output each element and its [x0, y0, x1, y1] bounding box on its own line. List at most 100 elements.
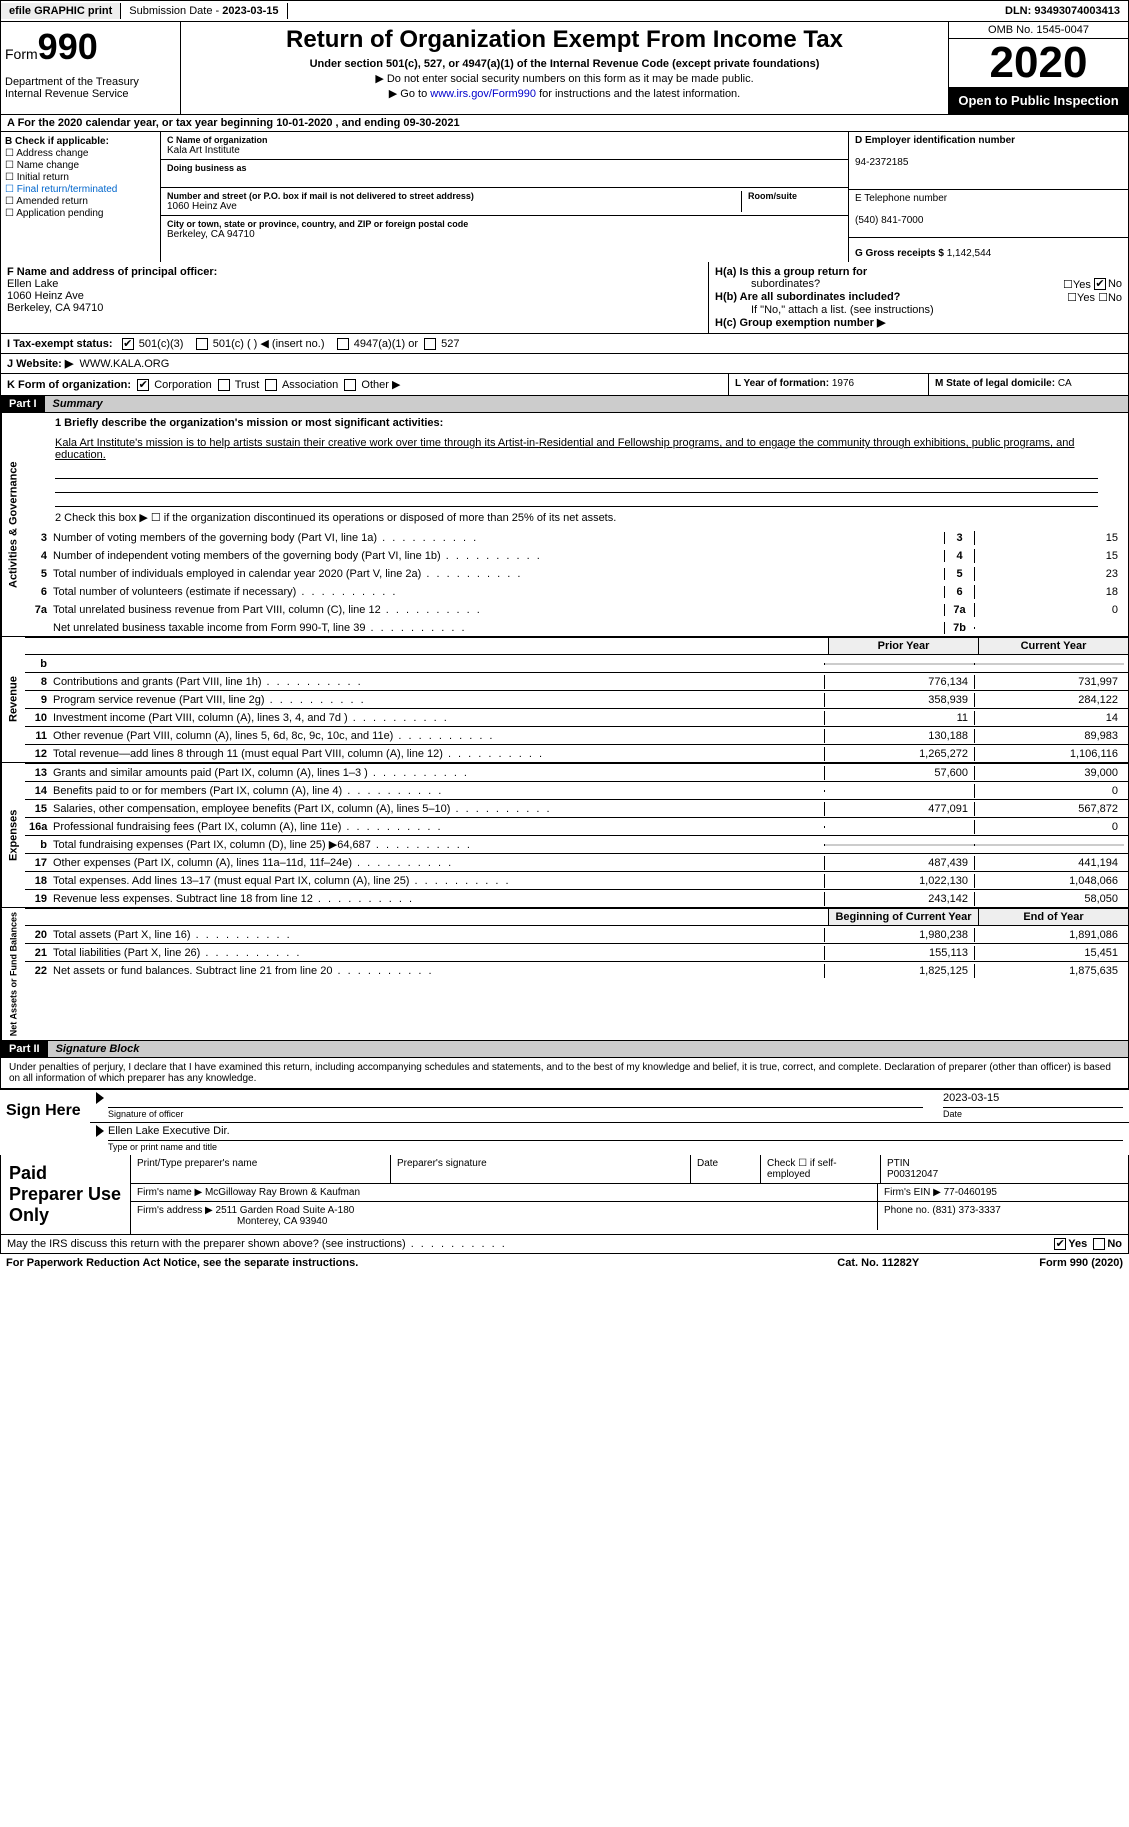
telephone-value: (540) 841-7000 — [855, 215, 923, 226]
paid-preparer-label: Paid Preparer Use Only — [1, 1155, 131, 1234]
chk-app-pending[interactable]: ☐ Application pending — [5, 208, 156, 219]
hb-yes[interactable]: ☐Yes — [1067, 291, 1095, 304]
discuss-row: May the IRS discuss this return with the… — [0, 1235, 1129, 1254]
firm-phone: (831) 373-3337 — [932, 1205, 1000, 1216]
officer-signature-line: Signature of officer 2023-03-15Date — [90, 1090, 1129, 1123]
chk-527[interactable] — [424, 338, 436, 350]
table-row: 15Salaries, other compensation, employee… — [25, 799, 1128, 817]
table-row: 20Total assets (Part X, line 16)1,980,23… — [25, 925, 1128, 943]
part2-label: Part II — [1, 1041, 48, 1057]
firm-addr2: Monterey, CA 93940 — [137, 1216, 327, 1227]
chk-trust[interactable] — [218, 379, 230, 391]
part1-title: Summary — [45, 396, 1128, 412]
irs-link[interactable]: www.irs.gov/Form990 — [430, 88, 536, 100]
chk-initial-return[interactable]: ☐ Initial return — [5, 172, 156, 183]
header-mid: Return of Organization Exempt From Incom… — [181, 22, 948, 114]
box-dba: Doing business as — [161, 160, 848, 188]
table-row: 3Number of voting members of the governi… — [25, 528, 1128, 546]
table-row: 12Total revenue—add lines 8 through 11 (… — [25, 744, 1128, 762]
dln: DLN: 93493074003413 — [997, 3, 1128, 19]
chk-other[interactable] — [344, 379, 356, 391]
ha-yes[interactable]: ☐Yes — [1063, 278, 1091, 291]
ha-no[interactable]: No — [1094, 278, 1122, 291]
part2-header-row: Part II Signature Block — [0, 1041, 1129, 1058]
discuss-yes[interactable] — [1054, 1238, 1066, 1250]
table-row: 16aProfessional fundraising fees (Part I… — [25, 817, 1128, 835]
ptin-value: P00312047 — [887, 1169, 938, 1180]
form-footer: Form 990 (2020) — [1039, 1257, 1123, 1269]
col-b-checkboxes: B Check if applicable: ☐ Address change … — [1, 132, 161, 262]
box-org-name: C Name of organization Kala Art Institut… — [161, 132, 848, 160]
note-ssn: ▶ Do not enter social security numbers o… — [189, 72, 940, 85]
cat-no: Cat. No. 11282Y — [837, 1257, 919, 1269]
arrow-icon — [96, 1125, 104, 1137]
part1-label: Part I — [1, 396, 45, 412]
row-fh: F Name and address of principal officer:… — [0, 262, 1129, 334]
firm-ein: 77-0460195 — [944, 1187, 997, 1198]
chk-corp[interactable] — [137, 379, 149, 391]
table-row: 4Number of independent voting members of… — [25, 546, 1128, 564]
section-bcd: B Check if applicable: ☐ Address change … — [0, 132, 1129, 262]
sign-here-label: Sign Here — [0, 1090, 90, 1155]
form-header: Form990 Department of the Treasury Inter… — [0, 22, 1129, 115]
table-row: 18Total expenses. Add lines 13–17 (must … — [25, 871, 1128, 889]
chk-assoc[interactable] — [265, 379, 277, 391]
box-f-officer: F Name and address of principal officer:… — [1, 262, 708, 333]
q1-label: 1 Briefly describe the organization's mi… — [55, 417, 443, 429]
note-link: ▶ Go to www.irs.gov/Form990 for instruct… — [189, 87, 940, 100]
discuss-no[interactable] — [1093, 1238, 1105, 1250]
box-address: Number and street (or P.O. box if mail i… — [161, 188, 848, 216]
side-governance: Activities & Governance — [1, 413, 25, 636]
sign-here-block: Sign Here Signature of officer 2023-03-1… — [0, 1089, 1129, 1155]
expenses-section: Expenses 13Grants and similar amounts pa… — [0, 763, 1129, 908]
l-year-formation: L Year of formation: 1976 — [728, 374, 928, 395]
header-left: Form990 Department of the Treasury Inter… — [1, 22, 181, 114]
chk-final-return[interactable]: ☐ Final return/terminated — [5, 184, 156, 195]
col-end-year: End of Year — [978, 909, 1128, 925]
bottom-row: For Paperwork Reduction Act Notice, see … — [0, 1254, 1129, 1272]
chk-amended[interactable]: ☐ Amended return — [5, 196, 156, 207]
firm-name: McGilloway Ray Brown & Kaufman — [205, 1187, 360, 1198]
chk-name-change[interactable]: ☐ Name change — [5, 160, 156, 171]
chk-501c[interactable] — [196, 338, 208, 350]
col-c-org-info: C Name of organization Kala Art Institut… — [161, 132, 848, 262]
table-row: b — [25, 654, 1128, 672]
chk-4947[interactable] — [337, 338, 349, 350]
col-begin-year: Beginning of Current Year — [828, 909, 978, 925]
table-row: 14Benefits paid to or for members (Part … — [25, 781, 1128, 799]
table-row: 13Grants and similar amounts paid (Part … — [25, 763, 1128, 781]
box-telephone: E Telephone number (540) 841-7000 — [849, 190, 1128, 238]
table-row: 7aTotal unrelated business revenue from … — [25, 600, 1128, 618]
arrow-icon — [96, 1092, 104, 1104]
k-form-org: K Form of organization: Corporation Trus… — [1, 374, 728, 395]
box-ein: D Employer identification number 94-2372… — [849, 132, 1128, 190]
table-row: 21Total liabilities (Part X, line 26)155… — [25, 943, 1128, 961]
chk-address-change[interactable]: ☐ Address change — [5, 148, 156, 159]
b-header: B Check if applicable: — [5, 136, 109, 147]
dln-label: DLN: — [1005, 5, 1034, 17]
side-revenue: Revenue — [1, 637, 25, 762]
m-state-domicile: M State of legal domicile: CA — [928, 374, 1128, 395]
table-row: 9Program service revenue (Part VIII, lin… — [25, 690, 1128, 708]
hb-no[interactable]: ☐No — [1098, 291, 1122, 304]
top-bar: efile GRAPHIC print Submission Date - 20… — [0, 0, 1129, 22]
firm-addr1: 2511 Garden Road Suite A-180 — [216, 1205, 355, 1216]
chk-501c3[interactable] — [122, 338, 134, 350]
omb-number: OMB No. 1545-0047 — [949, 22, 1128, 39]
officer-name-line: Ellen Lake Executive Dir.Type or print n… — [90, 1123, 1129, 1155]
table-row: 17Other expenses (Part IX, column (A), l… — [25, 853, 1128, 871]
table-row: 11Other revenue (Part VIII, column (A), … — [25, 726, 1128, 744]
side-expenses: Expenses — [1, 763, 25, 907]
governance-section: Activities & Governance 1 Briefly descri… — [0, 413, 1129, 637]
officer-name: Ellen Lake — [7, 278, 58, 290]
header-right: OMB No. 1545-0047 2020 Open to Public In… — [948, 22, 1128, 114]
form-subtitle: Under section 501(c), 527, or 4947(a)(1)… — [189, 58, 940, 70]
dept-treasury: Department of the Treasury Internal Reve… — [5, 76, 176, 100]
row-j-website: J Website: ▶ WWW.KALA.ORG — [0, 354, 1129, 374]
side-netassets: Net Assets or Fund Balances — [1, 908, 25, 1040]
efile-print-button[interactable]: efile GRAPHIC print — [1, 3, 121, 19]
form-number: 990 — [38, 26, 98, 67]
table-row: 6Total number of volunteers (estimate if… — [25, 582, 1128, 600]
part1-header-row: Part I Summary — [0, 396, 1129, 413]
open-inspection: Open to Public Inspection — [949, 87, 1128, 114]
